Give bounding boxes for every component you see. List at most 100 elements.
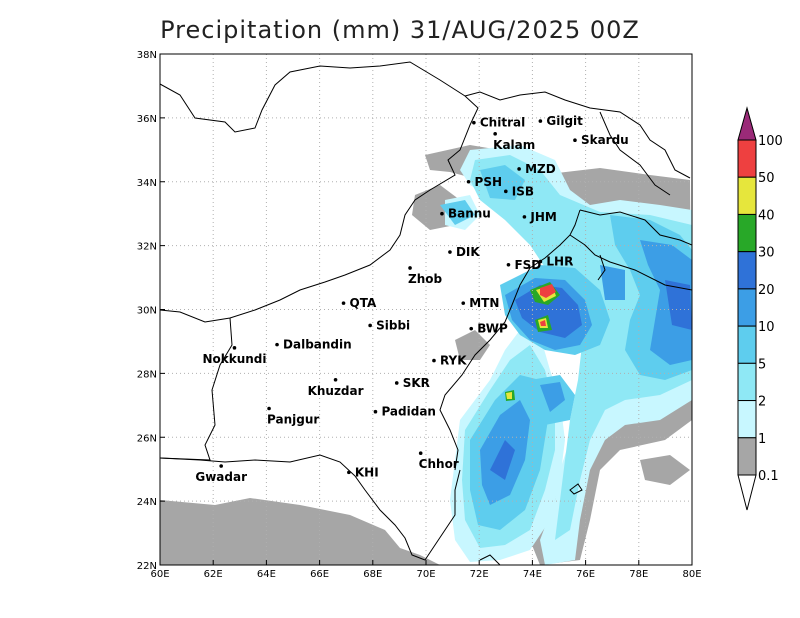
city-marker <box>219 464 223 468</box>
colorbar-label: 0.1 <box>758 469 779 484</box>
city-marker <box>469 326 474 331</box>
city-marker <box>347 470 351 475</box>
lon-tick-label: 78E <box>629 569 648 580</box>
colorbar-label: 40 <box>758 208 775 223</box>
city-label: FSD <box>514 258 541 272</box>
city-marker <box>373 409 378 414</box>
city-label: BWP <box>477 322 508 336</box>
colorbar-segment <box>737 362 757 402</box>
lon-tick-label: 62E <box>204 569 223 580</box>
colorbar-segment <box>737 325 757 364</box>
lon-tick-label: 64E <box>257 569 276 580</box>
city-label: QTA <box>350 296 377 310</box>
city-label: Bannu <box>448 207 491 221</box>
precip-band-20-30 <box>490 280 692 480</box>
lon-tick-label: 60E <box>150 569 169 580</box>
lat-axis-labels: 22N 24N 26N 28N 30N 32N 34N 36N 38N <box>137 50 165 572</box>
precip-band-50-100 <box>540 284 556 326</box>
colorbar-under-arrow <box>737 474 757 511</box>
city-label: Padidan <box>381 405 436 419</box>
colorbar-over-arrow <box>737 106 757 141</box>
colorbar-label: 2 <box>758 395 766 410</box>
city-label: Dalbandin <box>283 338 352 352</box>
colorbar-segment <box>737 288 757 327</box>
colorbar-label: 20 <box>758 283 775 298</box>
lon-tick-label: 68E <box>363 569 382 580</box>
city-marker <box>522 215 527 219</box>
lat-tick-label: 28N <box>137 369 157 380</box>
city-label: Sibbi <box>376 318 410 332</box>
lon-tick-label: 76E <box>576 569 595 580</box>
city-label: Nokkundi <box>202 352 266 366</box>
city-marker <box>275 342 279 347</box>
colorbar-label: 30 <box>758 246 775 261</box>
lat-tick-label: 38N <box>137 50 157 61</box>
city-marker <box>341 301 346 305</box>
city-label: Kalam <box>493 138 535 152</box>
colorbar-label: 50 <box>758 171 775 186</box>
city-label: SKR <box>403 376 430 390</box>
city-marker <box>461 301 466 305</box>
city-marker <box>466 179 471 184</box>
city-label: LHR <box>546 255 573 269</box>
city-marker <box>440 211 444 216</box>
city-label: DIK <box>456 245 480 259</box>
city-label: Chhor <box>419 457 459 471</box>
city-label: MZD <box>525 162 556 176</box>
colorbar-label: 10 <box>758 320 775 335</box>
lat-tick-label: 32N <box>137 242 157 253</box>
city-label: Panjgur <box>267 413 319 427</box>
city-marker <box>232 346 237 350</box>
city-label: RYK <box>440 354 467 368</box>
colorbar-label: 100 <box>758 134 783 149</box>
city-label: Gwadar <box>195 470 247 484</box>
colorbar: 0.1 1 2 5 10 20 30 40 50 100 <box>737 106 783 511</box>
city-marker <box>504 189 508 194</box>
city-marker <box>432 358 436 363</box>
city-marker <box>448 250 452 254</box>
city-marker <box>573 138 577 143</box>
city-marker <box>472 120 476 125</box>
lon-tick-label: 80E <box>682 569 701 580</box>
colorbar-label: 5 <box>758 357 766 372</box>
city-label: Gilgit <box>546 114 583 128</box>
city-marker <box>418 451 423 456</box>
city-marker <box>506 262 511 267</box>
lon-tick-label: 74E <box>523 569 542 580</box>
lat-tick-label: 26N <box>137 433 157 444</box>
city-marker <box>368 323 372 328</box>
lat-tick-label: 24N <box>137 497 157 508</box>
colorbar-segment <box>737 400 757 439</box>
grid-lines <box>160 54 692 565</box>
city-marker <box>493 132 497 136</box>
lat-tick-label: 34N <box>137 178 157 189</box>
city-marker <box>333 377 338 382</box>
city-marker <box>538 259 543 264</box>
city-label: Skardu <box>581 133 629 147</box>
city-marker <box>394 381 399 385</box>
city-label: MTN <box>469 296 499 310</box>
map-title: Precipitation (mm) 31/AUG/2025 00Z <box>160 16 640 44</box>
city-marker <box>538 119 543 123</box>
city-marker <box>408 266 412 270</box>
lon-axis-labels: 60E 62E 64E 66E 68E 70E 72E 74E 76E 78E 80E <box>150 560 702 580</box>
colorbar-segment <box>737 437 757 476</box>
lat-tick-label: 22N <box>137 561 157 572</box>
lat-tick-label: 36N <box>137 114 157 125</box>
colorbar-segment <box>737 213 757 253</box>
city-label: ISB <box>512 184 534 198</box>
lon-tick-label: 72E <box>470 569 489 580</box>
border-lines <box>160 61 692 565</box>
colorbar-segment <box>737 176 757 215</box>
city-marker <box>267 406 271 411</box>
colorbar-segment <box>737 251 757 290</box>
precip-shading <box>160 145 692 565</box>
lon-tick-label: 70E <box>416 569 435 580</box>
colorbar-segment <box>737 139 757 178</box>
colorbar-label: 1 <box>758 432 766 447</box>
city-label: Khuzdar <box>308 384 364 398</box>
city-marker <box>517 167 521 171</box>
lon-tick-label: 66E <box>310 569 329 580</box>
city-label: Chitral <box>480 116 525 130</box>
